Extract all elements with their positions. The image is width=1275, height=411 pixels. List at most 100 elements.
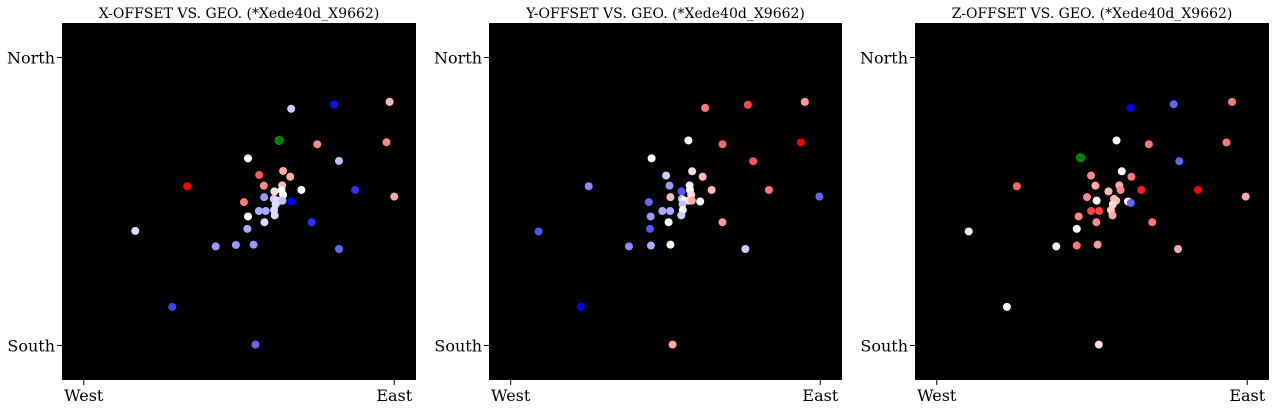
y-tick-label: South <box>7 336 55 355</box>
scatter-point <box>749 157 758 166</box>
scatter-point <box>1012 182 1021 191</box>
scatter-point <box>244 212 253 221</box>
scatter-point <box>1174 245 1183 254</box>
scatter-point <box>278 196 287 205</box>
scatter-point <box>131 226 140 235</box>
scatter-point <box>249 240 258 249</box>
scatter-point <box>260 218 269 227</box>
scatter-point <box>334 245 343 254</box>
scatter-point <box>624 242 633 251</box>
scatter-point <box>815 192 824 201</box>
scatter-point <box>255 171 264 180</box>
scatter-point <box>1092 196 1101 205</box>
scatter-point <box>1116 185 1125 194</box>
scatter-point <box>385 97 394 106</box>
chart-panel-2: Y-OFFSET VS. GEO. (*Xede40d_X9662) West Ea… <box>434 6 842 405</box>
scatter-point <box>1074 212 1083 221</box>
scatter-point <box>270 211 279 220</box>
y-tick-label: North <box>860 49 908 68</box>
scatter-point <box>743 100 752 109</box>
scatter-point <box>646 241 655 250</box>
scatter-point <box>259 181 268 190</box>
scatter-point <box>764 185 773 194</box>
scatter-point <box>1175 157 1184 166</box>
scatter-point <box>239 198 248 207</box>
scatter-point <box>665 181 674 190</box>
scatter-point <box>646 224 655 233</box>
scatter-point <box>576 302 585 311</box>
scatter-point <box>313 140 322 149</box>
scatter-point <box>261 207 270 216</box>
scatter-point <box>251 340 260 349</box>
scatter-point <box>286 172 295 181</box>
scatter-point <box>1127 172 1136 181</box>
scatter-point <box>677 187 686 196</box>
scatter-point <box>1126 103 1135 112</box>
plot-area <box>915 23 1269 380</box>
scatter-point <box>647 154 656 163</box>
scatter-point <box>718 140 727 149</box>
scatter-point <box>287 104 296 113</box>
scatter-point <box>666 193 675 202</box>
scatter-point <box>666 240 675 249</box>
scatter-point <box>646 212 655 221</box>
scatter-point <box>701 103 710 112</box>
scatter-point <box>254 207 263 216</box>
scatter-point <box>382 138 391 147</box>
scatter-point <box>279 166 288 175</box>
x-tick-label: East <box>1229 386 1265 405</box>
scatter-point <box>287 197 296 206</box>
scatter-point <box>964 227 973 236</box>
scatter-point <box>696 197 705 206</box>
scatter-point <box>1094 340 1103 349</box>
scatter-point <box>741 245 750 254</box>
scatter-point <box>1087 171 1096 180</box>
scatter-point <box>666 207 675 216</box>
scatter-point <box>1241 192 1250 201</box>
scatter-point <box>1104 187 1113 196</box>
scatter-point <box>662 171 671 180</box>
scatter-point <box>1072 224 1081 233</box>
scatter-point <box>231 240 240 249</box>
scatter-point <box>1052 242 1061 251</box>
scatter-point <box>330 100 339 109</box>
scatter-point <box>687 196 696 205</box>
scatter-point <box>307 218 316 227</box>
scatter-point <box>1095 207 1104 216</box>
scatter-point <box>1169 100 1178 109</box>
scatter-point <box>1222 138 1231 147</box>
plot-area <box>62 23 416 380</box>
x-tick-label: West <box>64 386 104 405</box>
y-tick-label: South <box>860 336 908 355</box>
x-tick-label: East <box>376 386 412 405</box>
scatter-point <box>334 156 343 165</box>
scatter-point <box>1092 218 1101 227</box>
scatter-point <box>351 185 360 194</box>
scatter-point <box>168 302 177 311</box>
plot-area <box>489 23 842 380</box>
scatter-point <box>1117 167 1126 176</box>
scatter-point <box>1072 241 1081 250</box>
scatter-point <box>678 200 687 209</box>
scatter-point <box>390 192 399 201</box>
chart-panel-1: X-OFFSET VS. GEO. (*Xede40d_X9662) West Ea… <box>7 6 416 405</box>
chart-title: Y-OFFSET VS. GEO. (*Xede40d_X9662) <box>525 6 805 22</box>
scatter-point <box>684 136 693 145</box>
scatter-point <box>297 185 306 194</box>
scatter-point <box>1108 211 1117 220</box>
scatter-point <box>644 198 653 207</box>
x-tick-label: West <box>917 386 957 405</box>
scatter-point <box>1148 218 1157 227</box>
scatter-point <box>211 242 220 251</box>
chart-title: Z-OFFSET VS. GEO. (*Xede40d_X9662) <box>952 6 1233 22</box>
scatter-point <box>796 138 805 147</box>
scatter-point <box>270 187 279 196</box>
scatter-point <box>1002 302 1011 311</box>
scatter-point <box>668 340 677 349</box>
scatter-point <box>1126 198 1135 207</box>
scatter-point <box>260 193 269 202</box>
scatter-point <box>1137 185 1146 194</box>
x-tick-label: West <box>491 386 531 405</box>
scatter-point <box>183 182 192 191</box>
scatter-point <box>718 218 727 227</box>
